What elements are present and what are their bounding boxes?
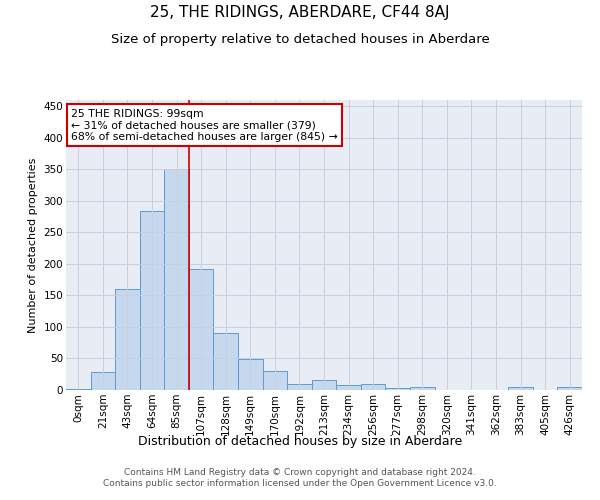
Bar bbox=[164, 170, 189, 390]
Bar bbox=[189, 269, 214, 390]
Bar bbox=[140, 211, 164, 390]
Bar bbox=[263, 371, 287, 390]
Bar bbox=[336, 385, 361, 390]
Text: 25, THE RIDINGS, ABERDARE, CF44 8AJ: 25, THE RIDINGS, ABERDARE, CF44 8AJ bbox=[150, 5, 450, 20]
Bar bbox=[238, 359, 263, 390]
Bar bbox=[115, 289, 140, 390]
Bar bbox=[312, 380, 336, 390]
Bar bbox=[410, 387, 434, 390]
Text: Distribution of detached houses by size in Aberdare: Distribution of detached houses by size … bbox=[138, 435, 462, 448]
Text: 25 THE RIDINGS: 99sqm
← 31% of detached houses are smaller (379)
68% of semi-det: 25 THE RIDINGS: 99sqm ← 31% of detached … bbox=[71, 108, 338, 142]
Bar bbox=[557, 387, 582, 390]
Bar bbox=[287, 384, 312, 390]
Bar bbox=[385, 388, 410, 390]
Bar bbox=[66, 388, 91, 390]
Bar bbox=[361, 384, 385, 390]
Y-axis label: Number of detached properties: Number of detached properties bbox=[28, 158, 38, 332]
Text: Size of property relative to detached houses in Aberdare: Size of property relative to detached ho… bbox=[110, 32, 490, 46]
Bar bbox=[214, 332, 238, 390]
Text: Contains HM Land Registry data © Crown copyright and database right 2024.
Contai: Contains HM Land Registry data © Crown c… bbox=[103, 468, 497, 487]
Bar bbox=[91, 372, 115, 390]
Bar bbox=[508, 387, 533, 390]
